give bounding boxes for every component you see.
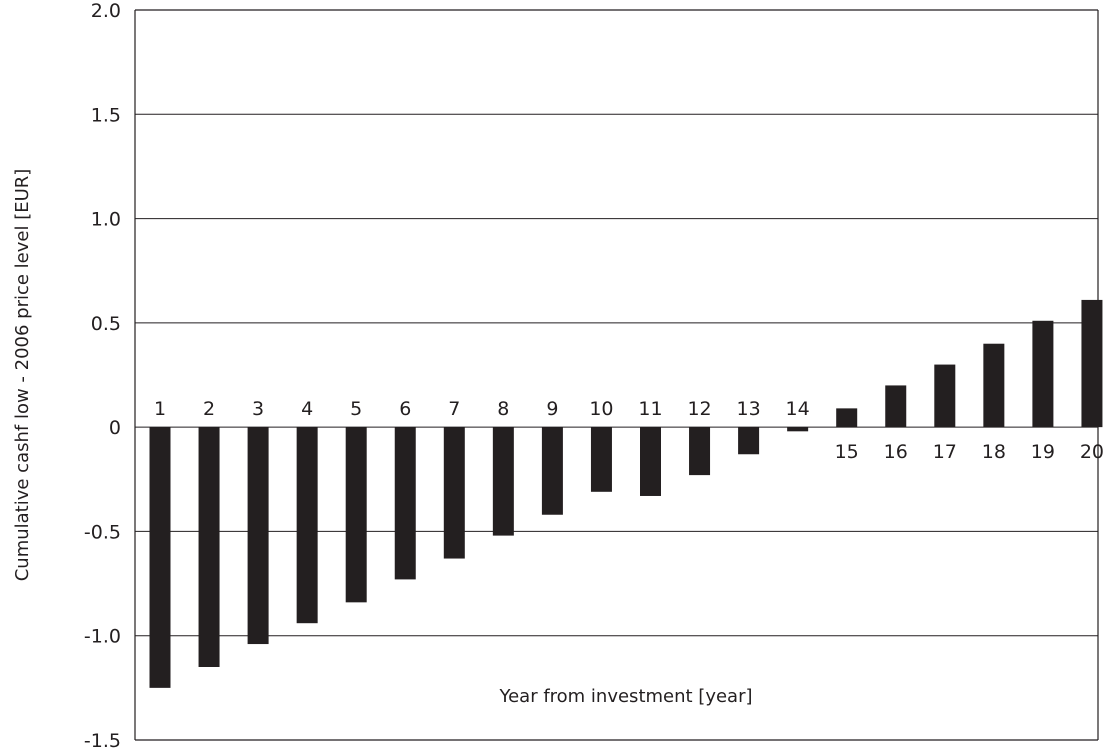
category-label: 2 xyxy=(203,398,215,420)
bar xyxy=(738,427,760,455)
category-label: 12 xyxy=(687,398,711,420)
y-axis-tick-labels: 2.0 1.5 1.0 0.5 0 -0.5 -1.0 -1.5 xyxy=(84,0,121,752)
bar xyxy=(1032,320,1054,428)
bar xyxy=(983,343,1005,428)
category-label: 20 xyxy=(1080,441,1104,463)
bar xyxy=(198,427,220,667)
category-label: 9 xyxy=(546,398,558,420)
bar xyxy=(1081,299,1103,428)
y-tick-label: -1.0 xyxy=(84,626,121,648)
bar xyxy=(689,427,711,476)
category-label: 8 xyxy=(497,398,509,420)
category-label: 7 xyxy=(448,398,460,420)
bar xyxy=(934,364,956,428)
bar xyxy=(787,427,809,432)
bar xyxy=(885,385,907,428)
bar xyxy=(492,427,514,536)
category-label: 19 xyxy=(1031,441,1055,463)
x-axis-title: Year from investment [year] xyxy=(498,686,752,707)
y-axis-title: Cumulative cashf low - 2006 price level … xyxy=(12,169,33,582)
y-tick-label: -0.5 xyxy=(84,521,121,543)
category-label: 13 xyxy=(737,398,761,420)
category-label: 18 xyxy=(982,441,1006,463)
bar xyxy=(247,427,269,645)
y-tick-label: 1.5 xyxy=(91,104,121,126)
bars xyxy=(149,299,1103,688)
category-label: 14 xyxy=(786,398,810,420)
category-label: 10 xyxy=(589,398,613,420)
category-label: 5 xyxy=(350,398,362,420)
y-tick-label: 0.5 xyxy=(91,313,121,335)
bar xyxy=(296,427,318,624)
y-tick-label: 1.0 xyxy=(91,209,121,231)
y-tick-label: 0 xyxy=(109,417,121,439)
category-label: 1 xyxy=(154,398,166,420)
category-label: 17 xyxy=(933,441,957,463)
gridlines xyxy=(135,9,1098,741)
y-tick-label: -1.5 xyxy=(84,730,121,752)
bar xyxy=(640,427,661,496)
category-label: 15 xyxy=(835,441,859,463)
category-label: 16 xyxy=(884,441,908,463)
y-tick-label: 2.0 xyxy=(91,0,121,22)
bar xyxy=(443,427,465,559)
bar xyxy=(541,427,563,515)
bar xyxy=(149,427,171,688)
category-label: 11 xyxy=(638,398,662,420)
category-label: 3 xyxy=(252,398,264,420)
bar xyxy=(394,427,416,580)
bar xyxy=(590,427,612,492)
category-label: 4 xyxy=(301,398,313,420)
bar xyxy=(836,408,858,428)
category-label: 6 xyxy=(399,398,411,420)
bar xyxy=(345,427,367,603)
